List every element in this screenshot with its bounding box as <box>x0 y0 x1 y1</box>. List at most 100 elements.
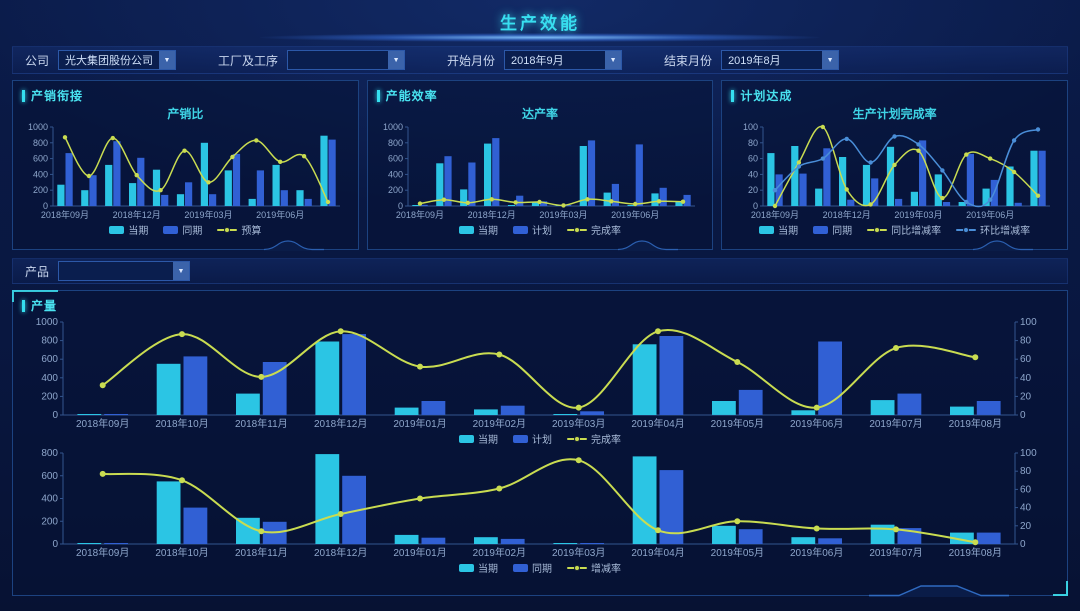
legend-item[interactable]: 计划 <box>513 222 552 237</box>
legend-item[interactable]: 当期 <box>459 431 498 446</box>
svg-text:2018年09月: 2018年09月 <box>76 417 129 430</box>
start-month-select-value: 2018年9月 <box>511 55 564 67</box>
capacity-rate-chart: 0 200 400 600 800 1000 2018年09月 2018年12月 2019年03… <box>383 122 695 220</box>
company-select[interactable]: 光大集团股份公司 ▼ <box>58 50 177 70</box>
legend-item[interactable]: 同期 <box>163 222 202 237</box>
svg-text:800: 800 <box>41 336 58 347</box>
svg-text:0: 0 <box>1020 539 1026 550</box>
svg-text:600: 600 <box>33 154 48 164</box>
svg-text:200: 200 <box>33 185 48 195</box>
legend-label: 当期 <box>128 226 149 237</box>
legend-item[interactable]: 当期 <box>459 560 498 575</box>
legend-bar-swatch-icon <box>163 225 179 234</box>
legend-label: 预算 <box>241 226 262 237</box>
svg-text:400: 400 <box>33 169 48 179</box>
legend-label: 同期 <box>832 226 853 237</box>
start-month-label: 开始月份 <box>447 53 496 68</box>
svg-text:2018年12月: 2018年12月 <box>314 417 367 430</box>
svg-text:2019年03月: 2019年03月 <box>552 417 605 430</box>
svg-text:2018年10月: 2018年10月 <box>155 417 208 430</box>
svg-text:2019年01月: 2019年01月 <box>393 417 446 430</box>
svg-text:40: 40 <box>1020 503 1032 514</box>
legend-item[interactable]: 计划 <box>513 431 552 446</box>
legend-line-swatch-icon <box>217 225 238 234</box>
svg-text:2019年06月: 2019年06月 <box>257 209 305 220</box>
svg-text:1000: 1000 <box>36 317 59 328</box>
end-month-select[interactable]: 2019年8月 ▼ <box>721 50 840 70</box>
panel-header: 产销衔接 <box>13 81 358 105</box>
legend-line-swatch-icon <box>867 225 888 234</box>
svg-text:2019年06月: 2019年06月 <box>790 546 843 559</box>
output-vs-plan-chart: 0 200 400 600 800 1000 0 20 40 60 80 100 2018年09月 201… <box>36 317 1037 430</box>
chart-legend: 当期 同期 同比增减率 环比增减率 <box>722 222 1067 237</box>
svg-text:2019年04月: 2019年04月 <box>631 417 684 430</box>
svg-text:80: 80 <box>748 138 758 148</box>
svg-text:1000: 1000 <box>383 122 403 132</box>
legend-item[interactable]: 当期 <box>459 222 498 237</box>
legend-label: 同期 <box>532 564 552 575</box>
factory-process-label: 工厂及工序 <box>218 53 279 68</box>
svg-text:2018年11月: 2018年11月 <box>235 417 288 430</box>
legend-item[interactable]: 完成率 <box>567 222 621 237</box>
legend-line-swatch-icon <box>567 225 587 234</box>
legend-item[interactable]: 同期 <box>813 222 852 237</box>
product-select[interactable]: ▼ <box>58 261 191 281</box>
svg-text:0: 0 <box>43 201 48 211</box>
svg-text:0: 0 <box>52 410 58 421</box>
chevron-down-icon: ▼ <box>173 262 190 280</box>
svg-text:100: 100 <box>1020 317 1037 328</box>
svg-text:600: 600 <box>41 471 58 482</box>
legend-bar-swatch-icon <box>459 434 474 443</box>
legend-item[interactable]: 环比增减率 <box>956 222 1030 237</box>
panel-header: 计划达成 <box>722 81 1067 105</box>
legend-item[interactable]: 同期 <box>513 560 552 575</box>
svg-text:2019年05月: 2019年05月 <box>711 546 764 559</box>
svg-text:2018年12月: 2018年12月 <box>113 209 161 220</box>
svg-text:2018年12月: 2018年12月 <box>468 209 516 220</box>
page-title: 生产效能 <box>500 14 580 33</box>
border-trapezoid-decoration <box>869 584 1009 597</box>
legend-label: 同期 <box>182 226 203 237</box>
accent-bar-icon <box>22 299 25 312</box>
chevron-down-icon: ▼ <box>159 51 176 69</box>
panel-header-label: 产能效率 <box>385 89 438 103</box>
svg-text:2019年06月: 2019年06月 <box>790 417 843 430</box>
svg-text:0: 0 <box>753 201 758 211</box>
panel-header-label: 产销衔接 <box>31 89 84 103</box>
svg-text:100: 100 <box>743 122 758 132</box>
panel-capacity-efficiency: 产能效率 达产率 0 200 400 600 800 1000 2018年09月 2018年1… <box>366 80 714 251</box>
svg-text:0: 0 <box>1020 410 1026 421</box>
start-month-select[interactable]: 2018年9月 ▼ <box>504 50 623 70</box>
chart-legend: 当期 计划 完成率 <box>368 222 713 237</box>
legend-item[interactable]: 当期 <box>759 222 798 237</box>
svg-text:2019年02月: 2019年02月 <box>473 417 526 430</box>
svg-text:200: 200 <box>41 391 58 402</box>
panel-header: 产能效率 <box>368 81 713 105</box>
legend-item[interactable]: 增减率 <box>567 560 621 575</box>
svg-text:40: 40 <box>748 169 758 179</box>
company-select-value: 光大集团股份公司 <box>65 55 154 67</box>
legend-bar-swatch-icon <box>459 225 474 234</box>
svg-text:200: 200 <box>41 516 58 527</box>
svg-text:20: 20 <box>748 185 758 195</box>
svg-text:2019年08月: 2019年08月 <box>949 417 1002 430</box>
legend-bar-swatch-icon <box>513 434 528 443</box>
output-vs-previous-chart: 0 200 400 600 800 0 20 40 60 80 100 2018年09月 2018年10… <box>41 448 1037 559</box>
svg-text:400: 400 <box>41 373 58 384</box>
legend-bar-swatch-icon <box>109 225 125 234</box>
legend-item[interactable]: 完成率 <box>567 431 621 446</box>
accent-bar-icon <box>376 89 380 102</box>
plan-completion-rate-chart: 0 20 40 60 80 100 2018年09月 2018年12月 2019年03月 2019… <box>743 122 1050 220</box>
svg-text:2019年07月: 2019年07月 <box>869 417 922 430</box>
chevron-down-icon: ▼ <box>822 51 839 69</box>
legend-item[interactable]: 当期 <box>109 222 148 237</box>
border-bump-decoration <box>973 239 1034 251</box>
panel-plan-achievement: 计划达成 生产计划完成率 0 20 40 60 80 100 2018年09月 2018年12… <box>721 80 1069 251</box>
svg-text:2019年04月: 2019年04月 <box>631 546 684 559</box>
legend-item[interactable]: 同比增减率 <box>867 222 941 237</box>
corner-accent-decoration <box>12 290 58 302</box>
svg-text:2019年08月: 2019年08月 <box>949 546 1002 559</box>
legend-item[interactable]: 预算 <box>217 222 261 237</box>
panel-header-label: 计划达成 <box>740 89 793 103</box>
factory-process-select[interactable]: ▼ <box>287 50 406 70</box>
